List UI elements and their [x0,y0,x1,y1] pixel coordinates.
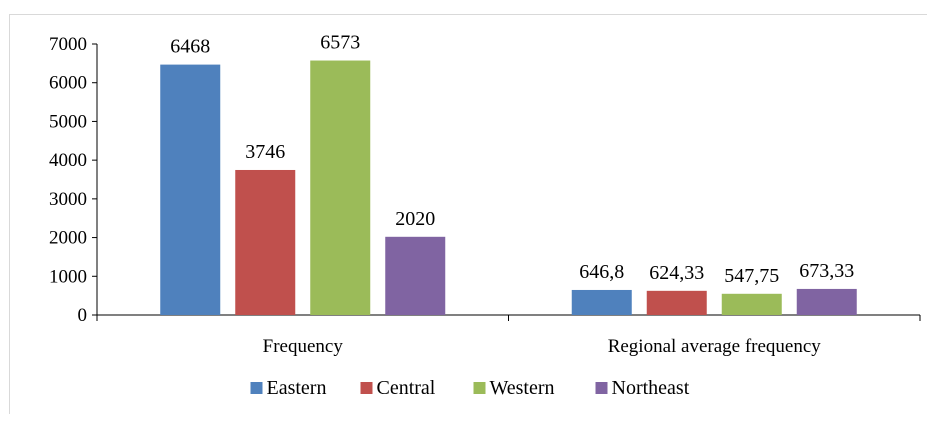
data-label: 624,33 [649,262,704,284]
y-tick-label: 0 [78,305,88,326]
legend-swatch-central [360,382,373,394]
legend-label-western: Western [490,377,555,399]
data-label: 6573 [320,32,360,54]
axes: 0 1000 2000 3000 4000 5000 6000 7000 Frequency Re… [49,34,921,357]
legend-swatch-northeast [595,382,608,394]
y-tick-label: 6000 [49,73,87,94]
legend-label-central: Central [377,377,436,399]
data-label: 673,33 [799,260,854,282]
bar-western [721,293,782,315]
data-labels: 6468 3746 6573 2020 646,8 624,33 547,75 673,33 [170,32,854,287]
data-label: 2020 [395,208,435,230]
y-tick-label: 1000 [49,266,87,287]
y-tick-label: 4000 [49,150,87,171]
bar-eastern [571,289,632,315]
bars [160,60,857,315]
y-tick-label: 2000 [49,228,87,249]
y-tick-label: 7000 [49,34,87,55]
bar-central [235,169,296,315]
bar-northeast [796,288,857,315]
data-label: 3746 [245,141,285,163]
legend: Eastern Central Western Northeast [250,377,690,399]
category-label: Frequency [263,336,344,357]
data-label: 646,8 [579,261,624,283]
legend-swatch-western [473,382,486,394]
legend-swatch-eastern [250,382,263,394]
chart-frame [9,14,927,414]
bar-eastern [160,64,221,315]
data-label: 6468 [170,36,210,58]
category-label: Regional average frequency [608,336,822,357]
legend-label-eastern: Eastern [267,377,327,399]
bar-western [310,60,371,315]
bar-northeast [385,236,446,315]
y-tick-label: 3000 [49,189,87,210]
data-label: 547,75 [724,265,779,287]
y-tick-label: 5000 [49,111,87,132]
bar-central [646,290,707,315]
legend-label-northeast: Northeast [612,377,690,399]
